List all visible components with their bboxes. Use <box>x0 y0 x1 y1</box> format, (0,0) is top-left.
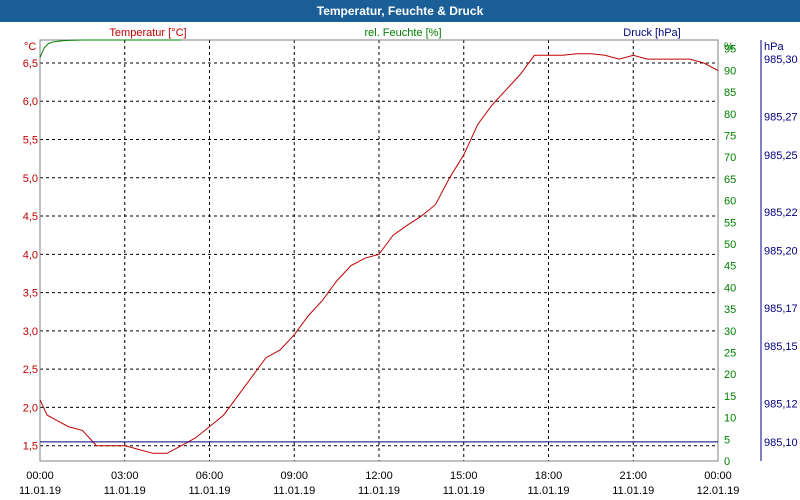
y-tick-temperature: 4,0 <box>23 249 38 261</box>
y-tick-temperature: 3,5 <box>23 288 38 300</box>
y-tick-humidity: 60 <box>724 196 736 208</box>
y-tick-temperature: 2,5 <box>23 364 38 376</box>
y-tick-humidity: 85 <box>724 87 736 99</box>
axes-layer <box>39 39 762 462</box>
unit-humidity: % <box>724 41 734 53</box>
y-tick-humidity: 75 <box>724 130 736 142</box>
y-tick-humidity: 0 <box>724 456 730 468</box>
y-tick-pressure: 985,27 <box>764 112 798 124</box>
y-tick-pressure: 985,22 <box>764 207 798 219</box>
series-line-temperature <box>39 53 719 454</box>
x-tick-date: 11.01.19 <box>443 485 485 497</box>
y-tick-temperature: 5,5 <box>23 135 38 147</box>
y-tick-humidity: 50 <box>724 239 736 251</box>
plot-frame <box>39 39 719 462</box>
x-tick-date: 11.01.19 <box>273 485 315 497</box>
x-tick-date: 11.01.19 <box>19 485 61 497</box>
y-tick-temperature: 5,0 <box>23 173 38 185</box>
x-tick-time: 06:00 <box>196 470 224 482</box>
x-tick-date: 11.01.19 <box>188 485 230 497</box>
x-tick-time: 00:00 <box>26 470 54 482</box>
x-tick-date: 11.01.19 <box>612 485 654 497</box>
labels-layer: 00:00 11.01.19 03:00 11.01.19 06:00 11.01.19 0… <box>19 27 798 497</box>
series-layer <box>39 39 719 454</box>
grid-layer <box>40 40 718 461</box>
y-tick-temperature: 6,5 <box>23 58 38 70</box>
window-title: Temperatur, Feuchte & Druck <box>0 0 800 22</box>
y-tick-humidity: 20 <box>724 369 736 381</box>
y-tick-pressure: 985,25 <box>764 150 798 162</box>
x-tick-time: 12:00 <box>365 470 393 482</box>
x-tick-time: 09:00 <box>280 470 308 482</box>
x-tick-date: 11.01.19 <box>527 485 569 497</box>
y-tick-humidity: 95 <box>724 44 736 56</box>
y-tick-humidity: 55 <box>724 217 736 229</box>
legend-entry: rel. Feuchte [%] <box>364 27 441 39</box>
x-tick-date: 12.01.19 <box>697 485 740 497</box>
y-tick-humidity: 10 <box>724 413 736 425</box>
y-tick-temperature: 1,5 <box>23 441 38 453</box>
y-tick-pressure: 985,15 <box>764 341 798 353</box>
x-tick-date: 11.01.19 <box>358 485 400 497</box>
x-tick-time: 03:00 <box>111 470 139 482</box>
y-tick-humidity: 30 <box>724 326 736 338</box>
x-tick-time: 15:00 <box>450 470 478 482</box>
y-tick-pressure: 985,10 <box>764 437 798 449</box>
y-tick-humidity: 40 <box>724 282 736 294</box>
series-line-humidity <box>39 39 182 58</box>
y-tick-humidity: 80 <box>724 109 736 121</box>
y-tick-pressure: 985,12 <box>764 399 798 411</box>
y-tick-humidity: 25 <box>724 347 736 359</box>
y-tick-temperature: 4,5 <box>23 211 38 223</box>
y-tick-temperature: 6,0 <box>23 96 38 108</box>
x-tick-time: 18:00 <box>535 470 563 482</box>
y-tick-pressure: 985,20 <box>764 246 798 258</box>
x-tick-time: 00:00 <box>704 470 732 482</box>
y-tick-pressure: 985,17 <box>764 303 798 315</box>
y-tick-humidity: 35 <box>724 304 736 316</box>
y-tick-humidity: 65 <box>724 174 736 186</box>
legend-entry: Temperatur [°C] <box>109 27 186 39</box>
x-tick-time: 21:00 <box>619 470 647 482</box>
y-tick-humidity: 5 <box>724 434 730 446</box>
legend-entry: Druck [hPa] <box>623 27 680 39</box>
y-tick-humidity: 90 <box>724 65 736 77</box>
x-tick-date: 11.01.19 <box>104 485 146 497</box>
y-tick-humidity: 70 <box>724 152 736 164</box>
y-tick-temperature: 3,0 <box>23 326 38 338</box>
unit-pressure: hPa <box>764 41 784 53</box>
y-tick-pressure: 985,30 <box>764 54 798 66</box>
unit-temperature: °C <box>24 41 36 53</box>
y-tick-humidity: 15 <box>724 391 736 403</box>
y-tick-humidity: 45 <box>724 261 736 273</box>
y-tick-temperature: 2,0 <box>23 402 38 414</box>
